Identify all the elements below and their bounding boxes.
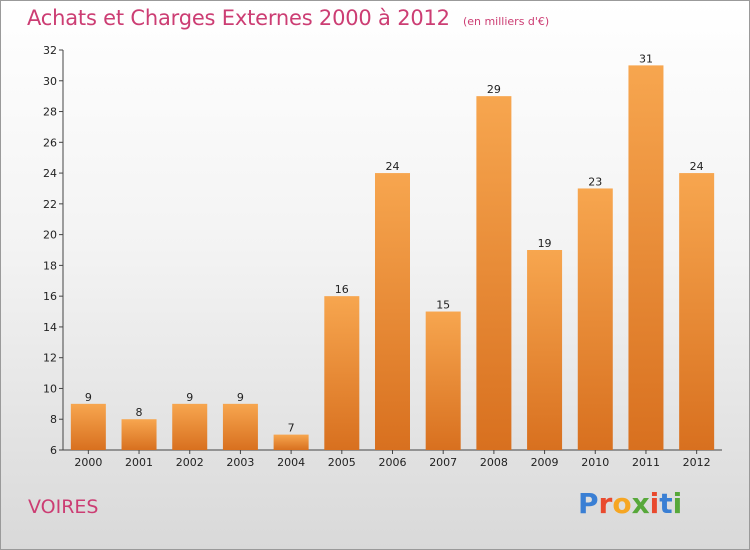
x-tick-label: 2007	[429, 456, 457, 469]
chart-title-block: Achats et Charges Externes 2000 à 2012 (…	[27, 6, 549, 30]
logo-letter: i	[649, 487, 660, 520]
logo-letter: o	[612, 487, 632, 520]
data-label: 8	[136, 406, 143, 419]
bar	[324, 296, 360, 450]
y-tick-label: 16	[43, 290, 57, 303]
x-tick-label: 2008	[480, 456, 508, 469]
y-tick-label: 26	[43, 136, 57, 149]
y-tick-label: 28	[43, 106, 57, 119]
data-label: 24	[386, 160, 400, 173]
logo-letter: P	[578, 487, 599, 520]
bar	[476, 96, 512, 451]
x-tick-label: 2012	[683, 456, 711, 469]
bar	[273, 434, 309, 450]
bar	[70, 403, 106, 450]
data-label: 9	[186, 391, 193, 404]
x-tick-label: 2005	[328, 456, 356, 469]
x-tick-label: 2006	[379, 456, 407, 469]
data-label: 15	[436, 299, 450, 312]
x-tick-label: 2001	[125, 456, 153, 469]
y-tick-label: 10	[43, 382, 57, 395]
data-label: 16	[335, 283, 349, 296]
bar	[121, 419, 157, 450]
data-label: 7	[288, 422, 295, 435]
bar	[527, 250, 563, 450]
x-tick-label: 2002	[176, 456, 204, 469]
bar	[375, 173, 410, 451]
data-label: 19	[538, 237, 552, 250]
chart-subtitle: (en milliers d'€)	[462, 15, 550, 28]
bar	[172, 403, 208, 450]
bar	[679, 173, 715, 451]
x-tick-label: 2003	[226, 456, 254, 469]
bar	[222, 403, 258, 450]
y-tick-label: 20	[43, 229, 57, 242]
bar	[628, 65, 664, 450]
y-tick-label: 18	[43, 259, 57, 272]
data-label: 9	[85, 391, 92, 404]
chart-bars: 9 8 9 9 7 16 24 15 29 19 23 31 24	[70, 52, 715, 451]
y-tick-label: 14	[43, 321, 57, 334]
x-tick-label: 2011	[632, 456, 660, 469]
bar	[577, 188, 613, 450]
logo-letter: i	[672, 487, 683, 520]
chart-title: Achats et Charges Externes 2000 à 2012	[27, 6, 450, 30]
data-label: 31	[639, 52, 653, 65]
x-tick-label: 2004	[277, 456, 305, 469]
data-label: 24	[690, 160, 704, 173]
x-tick-label: 2010	[581, 456, 609, 469]
proxiti-logo: Proxiti	[578, 487, 682, 520]
data-label: 23	[588, 175, 602, 188]
place-name: VOIRES	[28, 496, 99, 518]
y-tick-label: 8	[50, 413, 57, 426]
x-tick-label: 2000	[74, 456, 102, 469]
data-label: 9	[237, 391, 244, 404]
y-tick-label: 12	[43, 352, 57, 365]
y-tick-label: 22	[43, 198, 57, 211]
y-tick-label: 24	[43, 167, 57, 180]
logo-letter: t	[659, 487, 673, 520]
x-tick-label: 2009	[531, 456, 559, 469]
y-tick-label: 32	[43, 44, 57, 57]
bar	[425, 311, 461, 450]
y-tick-label: 30	[43, 75, 57, 88]
data-label: 29	[487, 83, 501, 96]
logo-letter: x	[631, 487, 650, 520]
logo-letter: r	[598, 487, 613, 520]
y-tick-label: 6	[50, 444, 57, 457]
